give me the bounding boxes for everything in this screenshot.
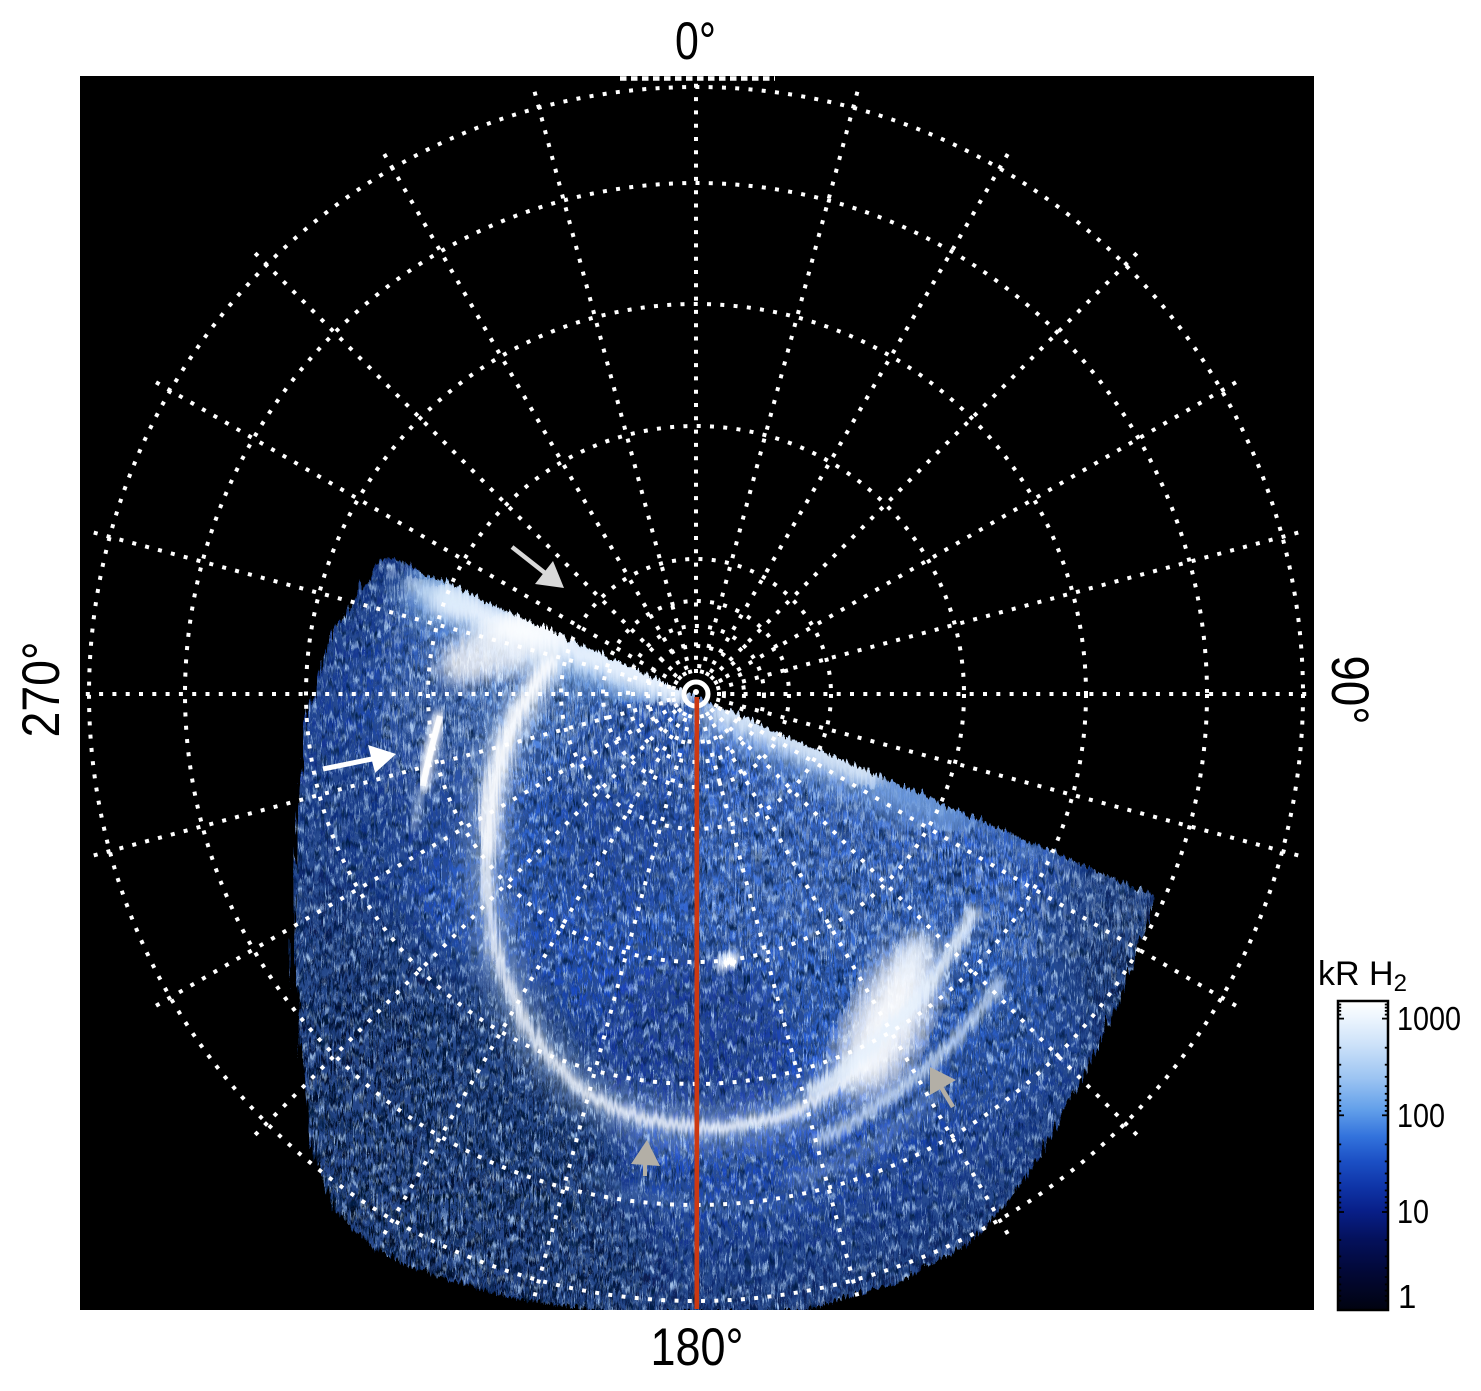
- svg-text:10: 10: [1397, 1193, 1429, 1230]
- svg-text:1: 1: [1398, 1278, 1416, 1315]
- svg-text:0°: 0°: [675, 12, 716, 71]
- svg-text:270°: 270°: [12, 642, 71, 738]
- svg-text:100: 100: [1397, 1097, 1445, 1134]
- svg-text:kR H2: kR H2: [1318, 955, 1407, 997]
- svg-text:1000: 1000: [1397, 1000, 1461, 1037]
- svg-text:180°: 180°: [651, 1318, 744, 1377]
- svg-text:90°: 90°: [1320, 656, 1379, 725]
